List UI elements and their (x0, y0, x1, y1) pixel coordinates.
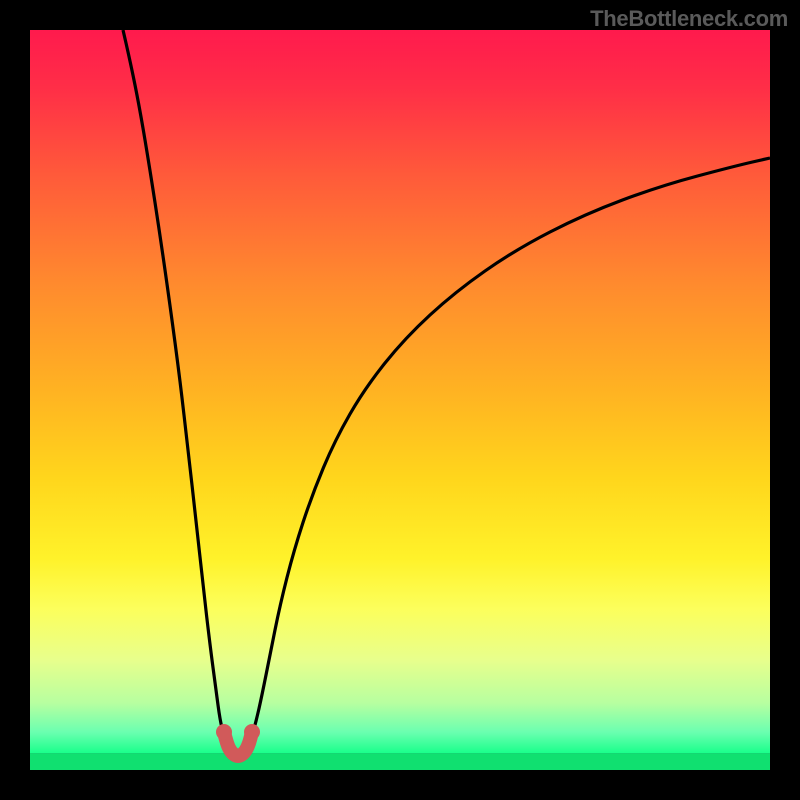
chart-svg (30, 30, 770, 770)
bottom-strip (30, 754, 770, 770)
cusp-dot-right (244, 724, 260, 740)
gradient-background (30, 30, 770, 754)
cusp-dot-left (216, 724, 232, 740)
watermark-text: TheBottleneck.com (590, 6, 788, 32)
bottleneck-chart (30, 30, 770, 770)
